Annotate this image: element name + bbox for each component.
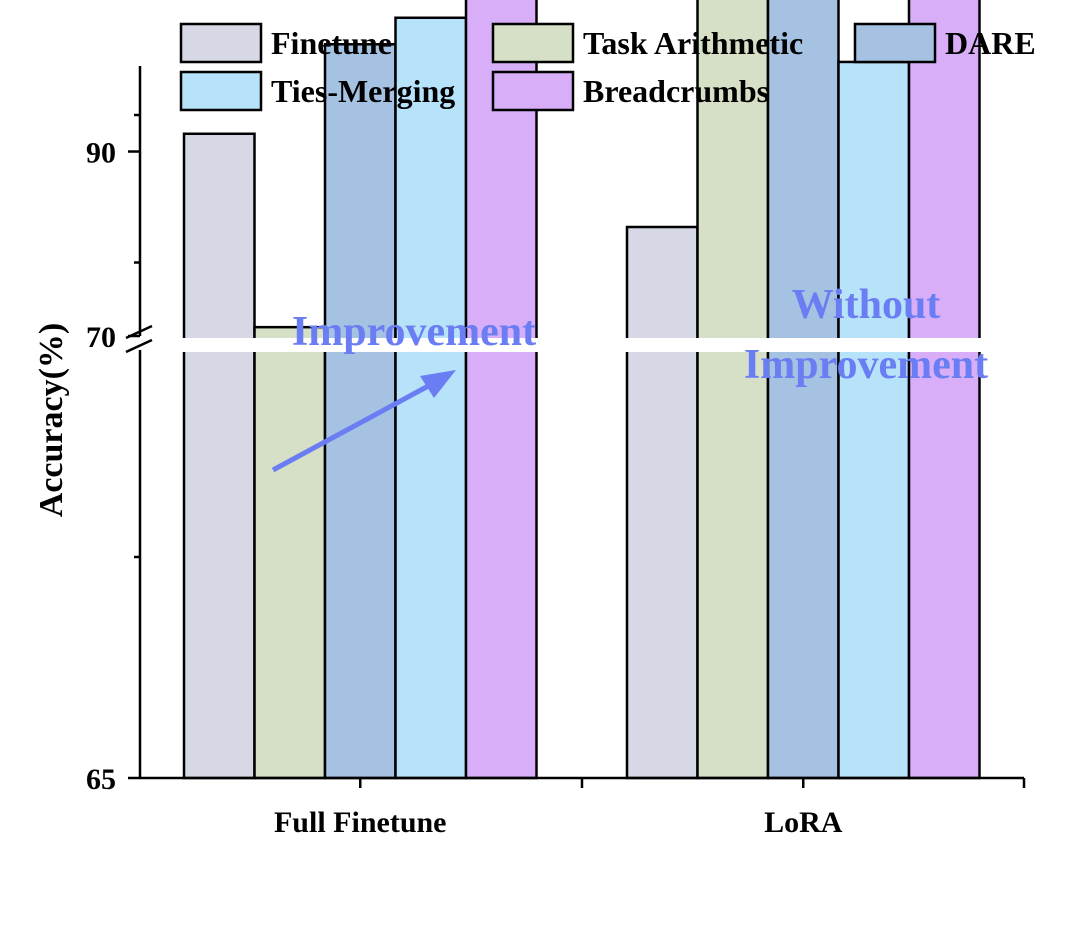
legend: Finetune Task Arithmetic DARE Ties-Merging B…	[179, 22, 1036, 112]
bar-ties-merging-lora	[837, 60, 911, 780]
legend-item-finetune: Finetune	[179, 22, 392, 64]
legend-swatch	[853, 22, 937, 64]
annotation-without: Without	[792, 282, 941, 328]
axis-break-gap	[120, 338, 1040, 352]
bar-task-arithmetic-lora	[696, 0, 770, 780]
bar-dare-lora	[766, 0, 840, 780]
improvement-arrow-head	[420, 370, 456, 398]
bar-breadcrumbs-lora	[907, 0, 981, 780]
x-category-label: LoRA	[764, 806, 843, 839]
legend-label: Breadcrumbs	[583, 73, 769, 109]
axis-break-mark-bottom	[125, 338, 153, 354]
x-ticks-group: Full Finetune LoRA	[274, 778, 1026, 839]
legend-item-breadcrumbs: Breadcrumbs	[491, 70, 769, 112]
legend-swatch	[491, 70, 575, 112]
legend-item-task-arithmetic: Task Arithmetic	[491, 22, 803, 64]
legend-label: Task Arithmetic	[583, 25, 803, 61]
legend-item-ties-merging: Ties-Merging	[179, 70, 455, 112]
bars-group	[182, 0, 981, 780]
y-tick-label: 90	[86, 137, 116, 170]
legend-swatch	[179, 70, 263, 112]
legend-item-dare: DARE	[853, 22, 1036, 64]
x-category-label: Full Finetune	[274, 806, 447, 839]
bar-task-arithmetic-full-finetune	[253, 325, 327, 780]
annotation-improvement: Improvement	[292, 309, 536, 355]
bar-finetune-full-finetune	[182, 132, 256, 780]
y-axis-title: Accuracy(%)	[33, 323, 70, 517]
y-ticks-group: 65707590	[86, 113, 140, 796]
bar-breadcrumbs-full-finetune	[464, 0, 538, 780]
legend-label: Ties-Merging	[271, 73, 455, 109]
y-tick-label: 70	[86, 321, 116, 354]
legend-label: Finetune	[271, 25, 392, 61]
annotation-improvement-2: Improvement	[744, 342, 988, 388]
legend-swatch	[491, 22, 575, 64]
legend-label: DARE	[945, 25, 1036, 61]
improvement-arrow-shaft	[271, 381, 434, 473]
y-tick-label: 65	[86, 763, 116, 796]
legend-swatch	[179, 22, 263, 64]
bar-finetune-lora	[625, 225, 699, 780]
